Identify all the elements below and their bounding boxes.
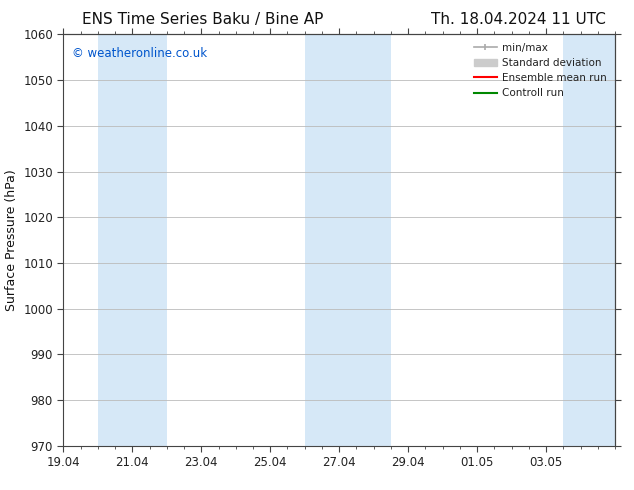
Bar — [98, 34, 167, 446]
Text: © weatheronline.co.uk: © weatheronline.co.uk — [72, 47, 207, 60]
Text: Th. 18.04.2024 11 UTC: Th. 18.04.2024 11 UTC — [431, 12, 606, 27]
Text: ENS Time Series Baku / Bine AP: ENS Time Series Baku / Bine AP — [82, 12, 324, 27]
Legend: min/max, Standard deviation, Ensemble mean run, Controll run: min/max, Standard deviation, Ensemble me… — [470, 39, 611, 102]
Bar — [305, 34, 391, 446]
Y-axis label: Surface Pressure (hPa): Surface Pressure (hPa) — [4, 169, 18, 311]
Bar — [563, 34, 615, 446]
